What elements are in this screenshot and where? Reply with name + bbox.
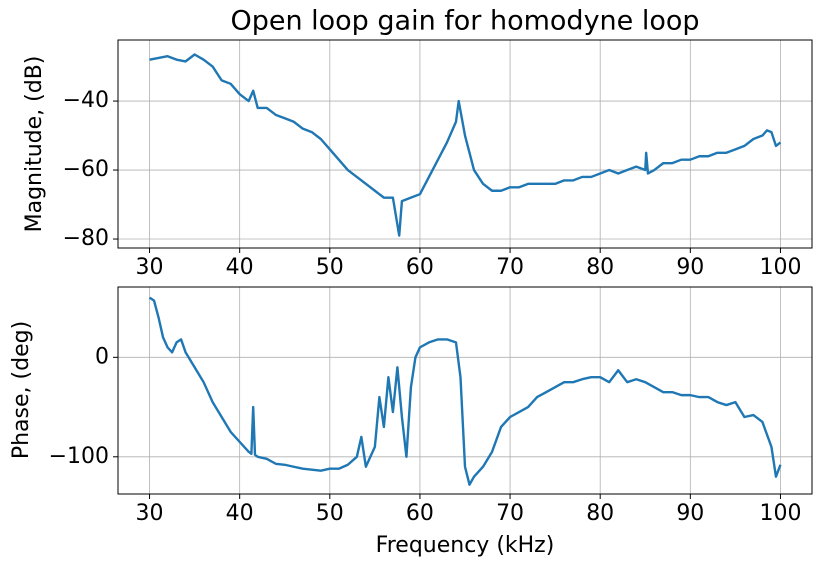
x-tick-label: 90 [676, 501, 704, 526]
x-tick-label: 80 [586, 501, 614, 526]
x-tick-label: 100 [759, 501, 801, 526]
x-tick-label: 100 [759, 255, 801, 280]
x-tick-label: 50 [316, 255, 344, 280]
x-tick-label: 60 [406, 501, 434, 526]
y-tick-label: −80 [63, 226, 109, 251]
x-tick-label: 30 [136, 501, 164, 526]
y-tick-label: 0 [95, 344, 109, 369]
y-axis-label: Phase, (deg) [9, 321, 34, 459]
y-tick-label: −40 [63, 88, 109, 113]
x-tick-label: 60 [406, 255, 434, 280]
x-tick-label: 50 [316, 501, 344, 526]
data-line [148, 296, 782, 486]
axes-frame [117, 39, 813, 249]
y-tick-label: −60 [63, 157, 109, 182]
y-tick-label: −100 [49, 444, 109, 469]
x-tick-label: 90 [676, 255, 704, 280]
x-tick-label: 40 [226, 255, 254, 280]
chart-title: Open loop gain for homodyne loop [230, 6, 699, 37]
x-tick-label: 30 [136, 255, 164, 280]
y-axis-label: Magnitude, (dB) [22, 56, 47, 233]
x-tick-label: 70 [496, 255, 524, 280]
x-axis-label: Frequency (kHz) [376, 533, 555, 558]
axes-frame [117, 286, 813, 495]
x-tick-label: 80 [586, 255, 614, 280]
x-tick-label: 40 [226, 501, 254, 526]
x-tick-label: 70 [496, 501, 524, 526]
data-line [149, 53, 782, 237]
